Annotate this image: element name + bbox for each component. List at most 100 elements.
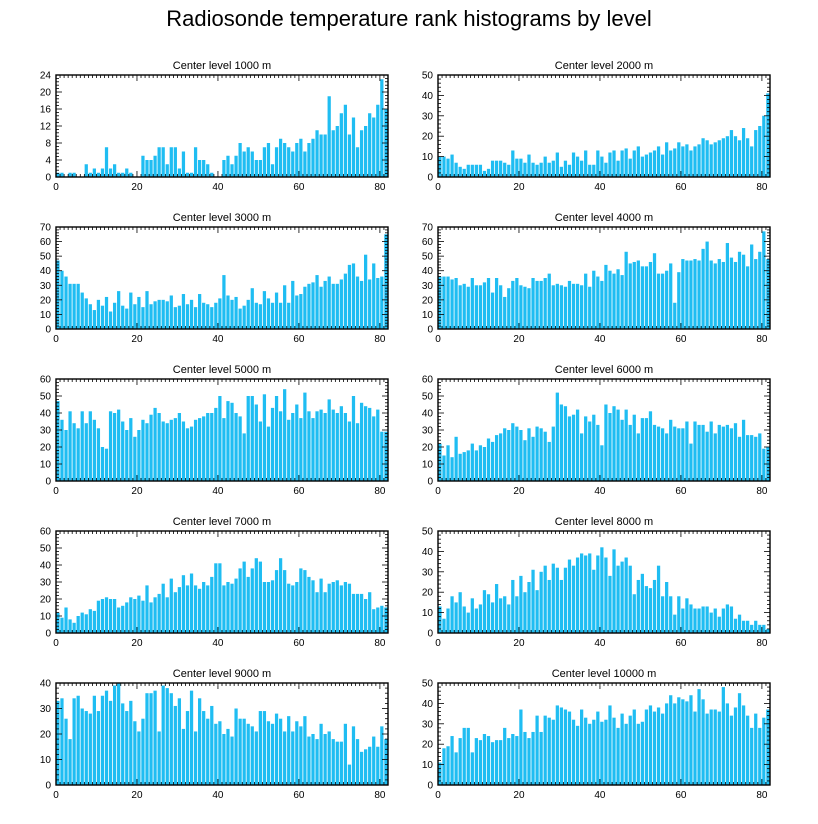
histogram-bar bbox=[384, 607, 388, 633]
histogram-bar bbox=[198, 418, 202, 481]
histogram-bar bbox=[575, 725, 580, 785]
histogram-bar bbox=[311, 282, 315, 329]
histogram-bar bbox=[494, 160, 499, 177]
histogram-bar bbox=[60, 617, 64, 633]
histogram-bar bbox=[600, 445, 604, 481]
histogram-bar bbox=[511, 734, 515, 785]
histogram-bar bbox=[519, 430, 523, 481]
histogram-bar bbox=[466, 727, 470, 785]
y-tick-label: 20 bbox=[40, 595, 52, 606]
histogram-bar bbox=[442, 748, 446, 785]
histogram-bar bbox=[112, 599, 117, 633]
histogram-bar bbox=[450, 279, 454, 329]
histogram-bar bbox=[189, 299, 194, 329]
histogram-bar bbox=[737, 140, 742, 177]
y-tick-label: 24 bbox=[40, 71, 52, 82]
histogram-bar bbox=[104, 147, 109, 177]
histogram-bar bbox=[628, 424, 632, 481]
histogram-bar bbox=[364, 406, 368, 481]
histogram-bar bbox=[347, 764, 352, 785]
histogram-bar bbox=[222, 275, 226, 329]
histogram-bar bbox=[733, 618, 738, 633]
histogram-bar bbox=[372, 117, 376, 177]
histogram-bar bbox=[725, 703, 730, 785]
histogram-bar bbox=[193, 147, 198, 177]
histogram-bar bbox=[169, 693, 173, 785]
histogram-bar bbox=[355, 276, 360, 329]
y-tick-label: 0 bbox=[45, 173, 51, 184]
histogram-bar bbox=[177, 587, 182, 633]
histogram-bar bbox=[287, 147, 291, 177]
histogram-bar bbox=[234, 708, 238, 785]
histogram-bar bbox=[494, 435, 499, 481]
histogram-bar bbox=[685, 701, 689, 785]
histogram-bar bbox=[165, 301, 169, 329]
histogram-bar bbox=[640, 418, 644, 481]
histogram-bar bbox=[713, 709, 717, 785]
x-tick-label: 80 bbox=[756, 182, 768, 193]
histogram-bar bbox=[454, 436, 458, 481]
histogram-bar bbox=[60, 698, 64, 785]
histogram-bar bbox=[311, 418, 315, 481]
histogram-bar bbox=[616, 160, 620, 177]
histogram-bar bbox=[141, 718, 145, 785]
histogram-bar bbox=[364, 126, 368, 177]
x-tick-label: 20 bbox=[513, 486, 525, 497]
histogram-bar bbox=[527, 582, 531, 633]
histogram-bar bbox=[705, 606, 709, 633]
histogram-bar bbox=[246, 396, 250, 481]
panel-title: Center level 2000 m bbox=[555, 60, 653, 72]
histogram-bar bbox=[685, 421, 689, 481]
histogram-bar bbox=[384, 234, 388, 329]
histogram-bar bbox=[161, 299, 165, 329]
histogram-bar bbox=[165, 164, 169, 177]
histogram-bar bbox=[592, 270, 596, 329]
histogram-bar bbox=[673, 426, 677, 481]
histogram-bar bbox=[117, 607, 121, 633]
histogram-bar bbox=[372, 263, 376, 329]
histogram-bar bbox=[531, 731, 535, 785]
histogram-bar bbox=[721, 426, 725, 481]
histogram-bar bbox=[580, 160, 584, 177]
histogram-bar bbox=[262, 711, 267, 785]
histogram-bar bbox=[202, 582, 206, 633]
histogram-bar bbox=[620, 150, 624, 177]
histogram-bar bbox=[153, 690, 157, 785]
histogram-bar bbox=[511, 579, 515, 633]
histogram-bar bbox=[555, 567, 559, 633]
histogram-bar bbox=[733, 707, 738, 785]
y-tick-label: 40 bbox=[422, 699, 434, 710]
histogram-bar bbox=[673, 148, 677, 177]
histogram-bar bbox=[161, 147, 165, 177]
histogram-bar bbox=[709, 612, 713, 633]
histogram-bar bbox=[157, 731, 161, 785]
histogram-bar bbox=[242, 151, 246, 177]
histogram-bar bbox=[169, 295, 173, 329]
histogram-bar bbox=[347, 583, 352, 633]
y-tick-label: 30 bbox=[422, 281, 434, 292]
histogram-bar bbox=[258, 421, 262, 481]
histogram-bar bbox=[266, 721, 271, 785]
histogram-bar bbox=[88, 304, 92, 329]
y-tick-label: 20 bbox=[40, 730, 52, 741]
y-tick-label: 10 bbox=[422, 760, 434, 771]
histogram-bar bbox=[339, 406, 343, 481]
histogram-bar bbox=[588, 164, 592, 177]
histogram-bar bbox=[266, 582, 271, 633]
histogram-bar bbox=[380, 276, 384, 329]
histogram-bar bbox=[616, 269, 620, 329]
histogram-bar bbox=[76, 283, 80, 329]
histogram-bar bbox=[454, 278, 458, 329]
histogram-bar bbox=[287, 302, 291, 329]
histogram-bar bbox=[238, 143, 242, 177]
histogram-bar bbox=[612, 150, 616, 177]
histogram-bar bbox=[270, 164, 275, 177]
histogram-bar bbox=[319, 286, 323, 329]
histogram-bar bbox=[88, 609, 92, 633]
histogram-bar bbox=[592, 164, 596, 177]
histogram-bar bbox=[721, 687, 725, 785]
y-tick-label: 50 bbox=[422, 252, 434, 263]
histogram-bar bbox=[478, 445, 483, 481]
histogram-bar bbox=[584, 717, 588, 785]
histogram-bar bbox=[218, 721, 222, 785]
